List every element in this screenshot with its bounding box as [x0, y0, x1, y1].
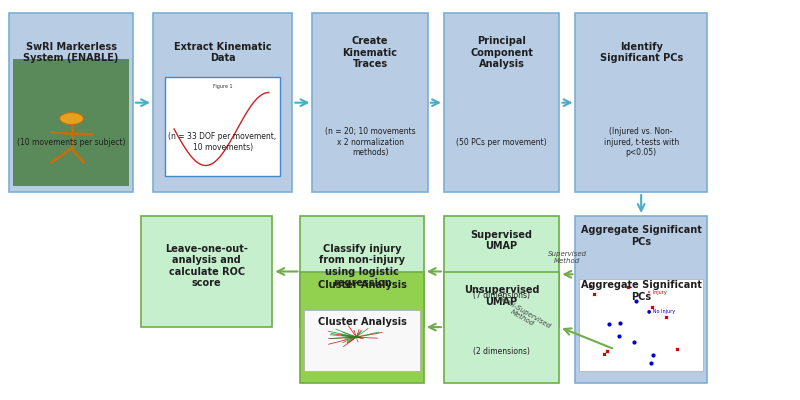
Text: ● No Injury: ● No Injury	[647, 309, 675, 314]
FancyBboxPatch shape	[14, 59, 129, 186]
Text: Create
Kinematic
Traces: Create Kinematic Traces	[342, 36, 398, 69]
Text: Aggregate Significant
PCs: Aggregate Significant PCs	[581, 280, 702, 302]
FancyBboxPatch shape	[304, 310, 420, 371]
Text: (2 dimensions): (2 dimensions)	[474, 347, 530, 356]
Text: Supervised
UMAP: Supervised UMAP	[470, 230, 533, 251]
Text: Figure 1: Figure 1	[213, 84, 233, 89]
Text: (n = 33 DOF per movement,
10 movements): (n = 33 DOF per movement, 10 movements)	[169, 132, 277, 152]
FancyBboxPatch shape	[165, 77, 281, 176]
Text: Leave-one-out-
analysis and
calculate ROC
score: Leave-one-out- analysis and calculate RO…	[166, 244, 248, 288]
FancyBboxPatch shape	[312, 13, 428, 192]
Text: (50 PCs per movement): (50 PCs per movement)	[456, 138, 547, 146]
FancyBboxPatch shape	[10, 13, 133, 192]
Text: (10 movements per subject): (10 movements per subject)	[17, 138, 126, 146]
FancyBboxPatch shape	[575, 13, 707, 192]
FancyBboxPatch shape	[153, 13, 292, 192]
Circle shape	[59, 113, 83, 124]
FancyBboxPatch shape	[300, 272, 424, 383]
Text: Semi-Supervised
Method: Semi-Supervised Method	[494, 295, 553, 336]
Text: ✕ Injury: ✕ Injury	[647, 290, 667, 295]
Text: Classify injury
from non-injury
using logistic
regression: Classify injury from non-injury using lo…	[319, 244, 405, 288]
FancyBboxPatch shape	[579, 279, 703, 371]
Text: (n = 20; 10 movements
x 2 normalization
methods): (n = 20; 10 movements x 2 normalization …	[325, 127, 415, 157]
FancyBboxPatch shape	[141, 216, 273, 327]
Text: Cluster Analysis: Cluster Analysis	[318, 316, 406, 326]
Text: Principal
Component
Analysis: Principal Component Analysis	[470, 36, 533, 69]
Text: Supervised
Method: Supervised Method	[548, 251, 587, 264]
FancyBboxPatch shape	[444, 216, 559, 327]
FancyBboxPatch shape	[575, 216, 707, 383]
FancyBboxPatch shape	[444, 272, 559, 383]
FancyBboxPatch shape	[300, 216, 424, 327]
Text: Extract Kinematic
Data: Extract Kinematic Data	[174, 42, 271, 64]
Text: (Injured vs. Non-
injured, t-tests with
p<0.05): (Injured vs. Non- injured, t-tests with …	[603, 127, 678, 157]
Text: Aggregate Significant
PCs: Aggregate Significant PCs	[581, 225, 702, 247]
Text: SwRI Markerless
System (ENABLE): SwRI Markerless System (ENABLE)	[23, 42, 119, 64]
Text: Unsupervised
UMAP: Unsupervised UMAP	[464, 285, 539, 307]
Text: (7 dimensions): (7 dimensions)	[473, 292, 530, 300]
Text: Identify
Significant PCs: Identify Significant PCs	[599, 42, 682, 64]
FancyBboxPatch shape	[444, 13, 559, 192]
Text: Cluster Analysis: Cluster Analysis	[318, 280, 406, 290]
